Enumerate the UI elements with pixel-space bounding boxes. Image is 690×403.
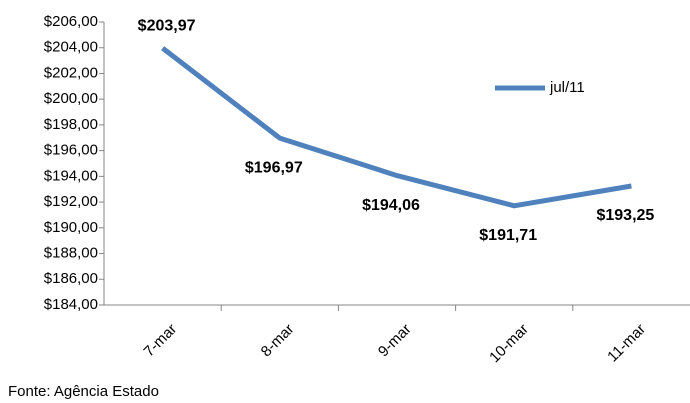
data-label: $196,97 — [245, 159, 303, 176]
data-label: $191,71 — [479, 227, 537, 244]
x-tick-label: 11-mar — [604, 321, 649, 366]
y-tick-label: $198,00 — [44, 116, 98, 133]
y-tick-label: $204,00 — [44, 39, 98, 56]
data-label: $194,06 — [362, 197, 420, 214]
y-tick-label: $194,00 — [44, 167, 98, 184]
y-tick-label: $202,00 — [44, 64, 98, 81]
y-tick-label: $200,00 — [44, 90, 98, 107]
y-tick-label: $192,00 — [44, 193, 98, 210]
data-label: $203,97 — [138, 17, 196, 34]
y-tick-label: $184,00 — [44, 296, 98, 313]
x-tick-label: 7-mar — [141, 321, 181, 361]
x-tick-label: 8-mar — [258, 321, 298, 361]
y-tick-label: $196,00 — [44, 142, 98, 159]
x-tick-label: 10-mar — [486, 321, 532, 367]
source: Fonte: Agência Estado — [8, 383, 159, 400]
y-tick-label: $190,00 — [44, 219, 98, 236]
y-tick-label: $186,00 — [44, 270, 98, 287]
y-tick-label: $206,00 — [44, 13, 98, 30]
data-label: $193,25 — [596, 207, 654, 224]
y-tick-label: $188,00 — [44, 245, 98, 262]
line — [161, 46, 632, 209]
legend-label: jul/11 — [549, 79, 585, 96]
x-tick-label: 9-mar — [375, 321, 415, 361]
